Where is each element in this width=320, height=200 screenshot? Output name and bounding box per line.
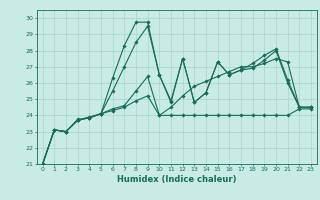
X-axis label: Humidex (Indice chaleur): Humidex (Indice chaleur) [117, 175, 236, 184]
